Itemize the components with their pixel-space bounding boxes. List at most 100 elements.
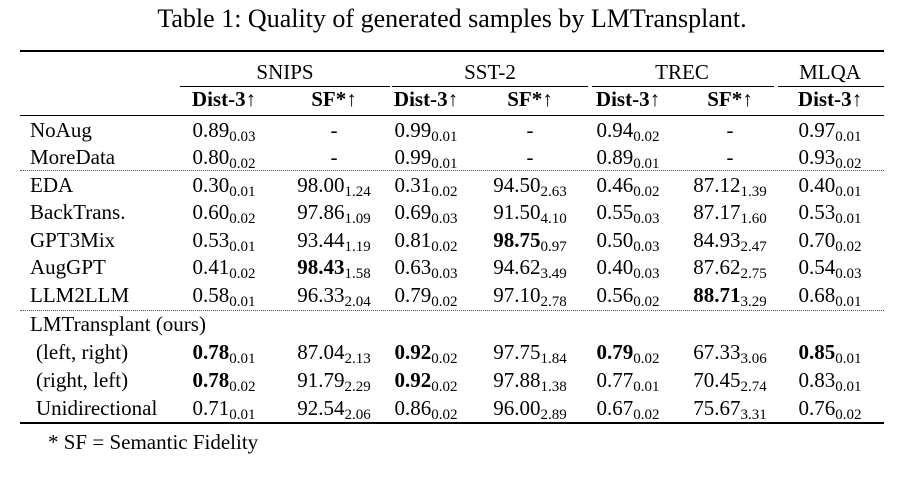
table-cell: 0.600.02: [169, 200, 279, 227]
cell-value: 97.86: [297, 200, 345, 224]
table-cell: 0.850.01: [775, 340, 885, 367]
cell-std: 0.01: [633, 156, 660, 172]
cell-std: 0.02: [431, 407, 458, 423]
cell-value: 0.30: [192, 173, 230, 197]
table-cell: 87.042.13: [279, 340, 389, 367]
cell-std: 2.13: [344, 351, 371, 367]
cell-value: 84.93: [693, 228, 741, 252]
table-cell: 91.504.10: [475, 200, 585, 227]
cell-std: 2.06: [344, 407, 371, 423]
table-cell: 0.530.01: [775, 200, 885, 227]
cell-std: 0.02: [229, 379, 256, 395]
cell-value: 96.33: [297, 283, 345, 307]
table-cell: -: [675, 145, 785, 170]
cell-std: 1.84: [540, 351, 567, 367]
table-cell: 0.890.03: [169, 118, 279, 145]
table-cell: 0.690.03: [371, 200, 481, 227]
cell-value: -: [526, 145, 534, 169]
cell-std: 0.01: [229, 239, 256, 255]
cell-std: 3.49: [540, 266, 567, 282]
table-cell: -: [279, 145, 389, 170]
group-header-trec: TREC: [655, 60, 709, 84]
table-cell: 94.623.49: [475, 255, 585, 282]
cell-std: 0.02: [229, 266, 256, 282]
cell-std: 0.02: [431, 239, 458, 255]
cell-value: 0.86: [394, 396, 432, 420]
cell-value: 97.10: [493, 283, 541, 307]
table-cell: 70.452.74: [675, 368, 785, 395]
table-cell: 0.890.01: [573, 145, 683, 172]
table-cell: 87.121.39: [675, 173, 785, 200]
cell-std: 0.97: [540, 239, 567, 255]
table-cell: 0.780.01: [169, 340, 279, 367]
table-cell: 0.670.02: [573, 396, 683, 423]
row-label: (right, left): [36, 368, 129, 392]
cell-value: 0.31: [394, 173, 432, 197]
table-cell: 98.750.97: [475, 228, 585, 255]
table-cell: 0.560.02: [573, 283, 683, 310]
cell-value: 0.40: [798, 173, 836, 197]
cell-value: 0.94: [596, 118, 634, 142]
cell-value: -: [726, 118, 734, 142]
cell-value: 0.68: [798, 283, 836, 307]
cell-value: 0.53: [192, 228, 230, 252]
cell-value: -: [726, 145, 734, 169]
cell-value: 0.79: [596, 340, 634, 364]
table-cell: 0.810.02: [371, 228, 481, 255]
table-cell: 0.410.02: [169, 255, 279, 282]
table-cell: 88.713.29: [675, 283, 785, 310]
cell-value: 0.89: [192, 118, 230, 142]
cell-value: -: [330, 145, 338, 169]
cell-std: 1.60: [740, 211, 767, 227]
cell-value: 0.78: [192, 340, 230, 364]
table-cell: 96.002.89: [475, 396, 585, 423]
row-label: (left, right): [36, 340, 129, 364]
cell-value: 0.56: [596, 283, 634, 307]
cell-value: 0.40: [596, 255, 634, 279]
metric-header: SF*↑: [507, 87, 553, 111]
table-cell: 97.861.09: [279, 200, 389, 227]
cell-std: 0.01: [229, 184, 256, 200]
cell-value: 0.89: [596, 145, 634, 169]
row-label: GPT3Mix: [30, 228, 116, 252]
row-label: NoAug: [30, 118, 92, 142]
group-rule-sst2: [392, 86, 588, 87]
table-cell: 0.500.03: [573, 228, 683, 255]
cell-value: 87.62: [693, 255, 741, 279]
table-cell: 0.460.02: [573, 173, 683, 200]
cell-std: 0.03: [835, 266, 862, 282]
cell-std: 0.01: [835, 351, 862, 367]
cell-value: 0.77: [596, 368, 634, 392]
table-caption: Table 1: Quality of generated samples by…: [157, 4, 747, 33]
cell-std: 3.06: [740, 351, 767, 367]
table-cell: 0.310.02: [371, 173, 481, 200]
cell-value: 0.53: [798, 200, 836, 224]
cell-std: 0.01: [229, 407, 256, 423]
cell-value: 0.80: [192, 145, 230, 169]
table-cell: 0.830.01: [775, 368, 885, 395]
cell-std: 0.02: [229, 156, 256, 172]
cell-value: 67.33: [693, 340, 741, 364]
cell-std: 1.39: [740, 184, 767, 200]
cell-value: 91.50: [493, 200, 541, 224]
table-cell: 91.792.29: [279, 368, 389, 395]
table-cell: 0.940.02: [573, 118, 683, 145]
group-header-sst2: SST-2: [464, 60, 516, 84]
table-cell: 75.673.31: [675, 396, 785, 423]
cell-std: 0.01: [835, 379, 862, 395]
cell-std: 0.03: [431, 266, 458, 282]
table-cell: 93.441.19: [279, 228, 389, 255]
cell-value: 0.70: [798, 228, 836, 252]
cell-std: 0.02: [431, 379, 458, 395]
cell-value: 98.00: [297, 173, 345, 197]
table-cell: 0.300.01: [169, 173, 279, 200]
cell-value: 0.76: [798, 396, 836, 420]
cell-value: 94.62: [493, 255, 541, 279]
cell-std: 2.75: [740, 266, 767, 282]
row-label: LMTransplant (ours): [30, 312, 206, 336]
cell-std: 0.02: [633, 184, 660, 200]
bottom-rule: [20, 422, 884, 424]
cell-std: 0.02: [431, 351, 458, 367]
table-cell: 0.580.01: [169, 283, 279, 310]
cell-value: 0.79: [394, 283, 432, 307]
